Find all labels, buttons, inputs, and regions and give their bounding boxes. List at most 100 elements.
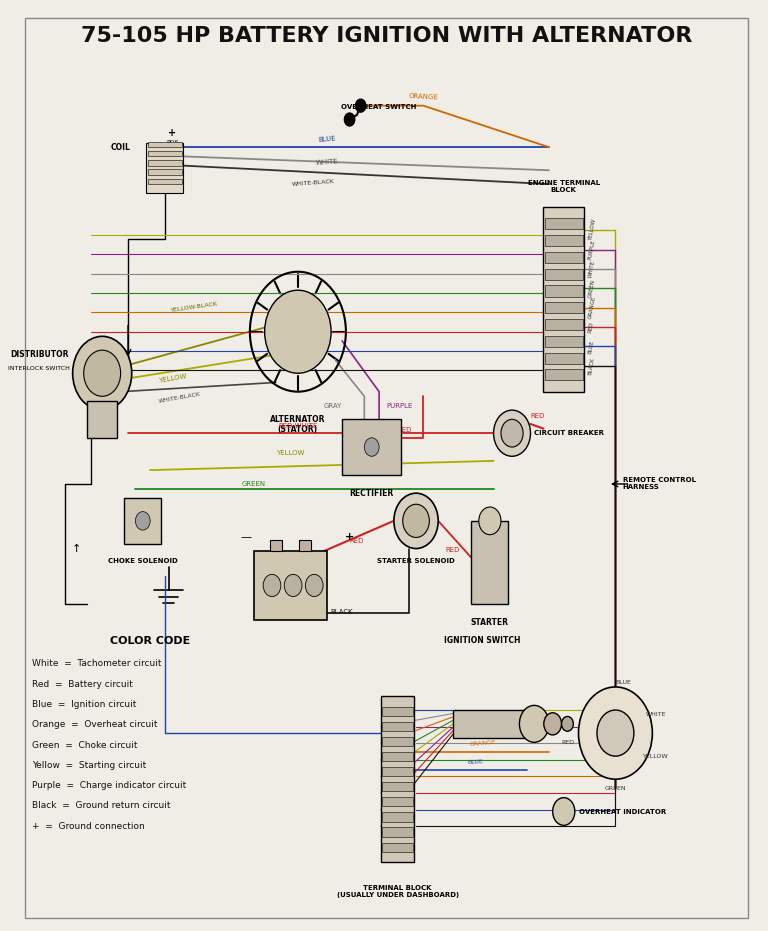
Text: WHITE: WHITE <box>316 158 339 166</box>
Circle shape <box>561 717 574 731</box>
Text: ALTERNATOR
(STATOR): ALTERNATOR (STATOR) <box>270 414 326 434</box>
Text: OVERHEAT INDICATOR: OVERHEAT INDICATOR <box>578 808 666 815</box>
Text: RED: RED <box>398 427 412 433</box>
Circle shape <box>394 493 439 548</box>
Bar <box>382 752 412 762</box>
Text: CHOKE SOLENOID: CHOKE SOLENOID <box>108 558 177 564</box>
Text: GRAY: GRAY <box>324 402 343 409</box>
Circle shape <box>306 574 323 597</box>
Text: RED: RED <box>445 547 460 553</box>
Bar <box>472 520 508 604</box>
Bar <box>382 722 412 731</box>
Bar <box>382 782 412 791</box>
Text: COLOR CODE: COLOR CODE <box>110 636 190 646</box>
Text: Red  =  Battery circuit: Red = Battery circuit <box>32 680 133 689</box>
Text: —: — <box>167 147 177 156</box>
Bar <box>545 252 583 263</box>
Text: STARTER SOLENOID: STARTER SOLENOID <box>377 558 455 564</box>
Bar <box>148 151 182 156</box>
Bar <box>545 269 583 280</box>
Bar <box>382 828 412 837</box>
Text: ORANGE: ORANGE <box>469 739 496 747</box>
Text: CIRCUIT BREAKER: CIRCUIT BREAKER <box>535 430 604 437</box>
Circle shape <box>402 505 429 537</box>
Bar <box>545 370 583 381</box>
Circle shape <box>553 798 574 826</box>
Bar <box>545 236 583 246</box>
Text: —: — <box>240 532 252 542</box>
Text: BLUE: BLUE <box>615 680 631 685</box>
Bar <box>544 208 584 392</box>
Text: GREEN: GREEN <box>241 480 266 487</box>
Text: YELLOW: YELLOW <box>158 373 187 385</box>
Bar <box>545 286 583 297</box>
Circle shape <box>501 419 523 447</box>
Bar <box>253 551 327 620</box>
Bar <box>88 401 117 438</box>
Bar <box>545 336 583 347</box>
Circle shape <box>364 438 379 456</box>
Text: +: + <box>272 541 280 550</box>
Text: WHITE-BLACK: WHITE-BLACK <box>158 392 201 404</box>
Text: YELLOW: YELLOW <box>276 451 305 456</box>
Bar <box>382 843 412 852</box>
Circle shape <box>84 350 121 397</box>
Bar <box>148 160 182 166</box>
Text: REMOTE CONTROL
HARNESS: REMOTE CONTROL HARNESS <box>623 478 696 491</box>
Bar <box>382 707 412 716</box>
Circle shape <box>597 710 634 756</box>
Bar <box>148 179 182 184</box>
Bar <box>545 303 583 314</box>
Bar <box>545 219 583 229</box>
Bar <box>300 540 311 551</box>
Circle shape <box>544 713 561 735</box>
Circle shape <box>494 411 531 456</box>
Text: INTERLOCK SWITCH: INTERLOCK SWITCH <box>8 366 71 371</box>
Circle shape <box>344 113 355 126</box>
Circle shape <box>284 574 302 597</box>
Text: ORANGE: ORANGE <box>588 296 597 319</box>
Text: Orange  =  Overheat circuit: Orange = Overheat circuit <box>32 721 157 729</box>
Text: White  =  Tachometer circuit: White = Tachometer circuit <box>32 659 161 668</box>
Circle shape <box>265 290 331 373</box>
Text: +  =  Ground connection: + = Ground connection <box>32 822 145 830</box>
Bar <box>453 710 527 737</box>
Text: YELLOW-BLACK: YELLOW-BLACK <box>170 302 219 313</box>
Bar <box>382 767 412 776</box>
Bar <box>382 797 412 806</box>
Bar <box>270 540 282 551</box>
Text: ENGINE TERMINAL
BLOCK: ENGINE TERMINAL BLOCK <box>528 181 600 194</box>
Circle shape <box>356 100 366 112</box>
Text: DISTRIBUTOR: DISTRIBUTOR <box>10 350 68 359</box>
Text: GREEN: GREEN <box>588 278 596 298</box>
Text: BLACK: BLACK <box>331 609 353 614</box>
Text: WHITE: WHITE <box>646 712 667 717</box>
Text: RED: RED <box>531 413 545 419</box>
Bar <box>147 142 184 194</box>
Text: YELLOW: YELLOW <box>588 219 597 241</box>
Circle shape <box>73 336 132 411</box>
Bar <box>545 319 583 331</box>
Text: RED: RED <box>561 740 574 745</box>
Text: RECTIFIER: RECTIFIER <box>349 489 394 497</box>
Text: Blue  =  Ignition circuit: Blue = Ignition circuit <box>32 700 137 709</box>
Text: WHITE: WHITE <box>588 260 596 278</box>
Circle shape <box>578 687 652 779</box>
Text: BLUE: BLUE <box>318 135 336 142</box>
Text: NEG: NEG <box>166 158 179 164</box>
Circle shape <box>519 706 549 742</box>
Text: Yellow  =  Starting circuit: Yellow = Starting circuit <box>32 761 146 770</box>
Text: ORANGE: ORANGE <box>409 93 439 101</box>
Text: RED-WHITE: RED-WHITE <box>278 423 317 428</box>
Text: YELLOW: YELLOW <box>644 753 669 759</box>
Bar <box>148 142 182 147</box>
Text: Purple  =  Charge indicator circuit: Purple = Charge indicator circuit <box>32 781 187 790</box>
Text: 75-105 HP BATTERY IGNITION WITH ALTERNATOR: 75-105 HP BATTERY IGNITION WITH ALTERNAT… <box>81 26 692 47</box>
Text: GREEN: GREEN <box>604 786 626 791</box>
Circle shape <box>135 512 151 530</box>
Text: PURPLE: PURPLE <box>386 402 413 409</box>
Bar <box>124 498 161 544</box>
Bar <box>382 736 412 746</box>
Bar <box>382 813 412 821</box>
Bar <box>343 419 401 475</box>
